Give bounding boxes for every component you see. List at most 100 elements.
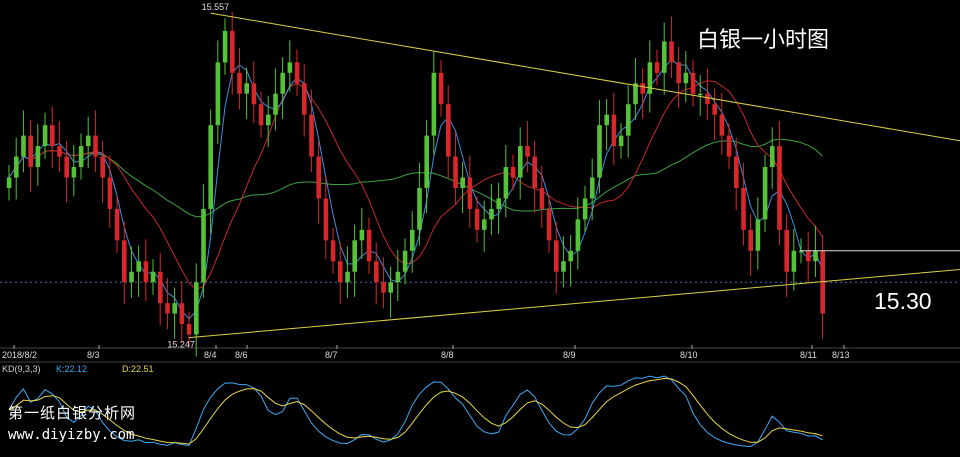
- candle-body: [474, 208, 480, 230]
- candle-body: [21, 135, 26, 157]
- candle-body: [554, 240, 559, 272]
- candle-body: [482, 219, 487, 230]
- candle-body: [734, 156, 739, 188]
- candle-body: [748, 229, 753, 251]
- candle-body: [100, 156, 105, 178]
- candle-body: [374, 261, 379, 283]
- candle-body: [582, 198, 588, 220]
- candle-body: [294, 62, 300, 84]
- candle-body: [590, 177, 595, 199]
- candle-body: [381, 282, 386, 293]
- x-tick-label: 8/6: [235, 350, 248, 360]
- candle-body: [172, 303, 177, 314]
- candle-body: [359, 229, 365, 241]
- candle-body: [194, 282, 199, 335]
- x-tick-label: 2018/8/2: [2, 350, 37, 360]
- candle-body: [179, 303, 185, 325]
- candle-body: [122, 240, 127, 283]
- high-annotation: 15.557: [202, 2, 230, 12]
- watermark-name: 第一纸白银分析网: [8, 404, 137, 422]
- candle-body: [309, 114, 314, 157]
- candle-body: [489, 208, 494, 220]
- candle-body: [230, 30, 235, 73]
- candle-body: [690, 72, 696, 94]
- candle-body: [604, 114, 609, 126]
- candle-body: [798, 250, 804, 253]
- candle-body: [546, 208, 552, 241]
- candles: [6, 12, 825, 357]
- candle-body: [561, 261, 566, 272]
- candle-body: [539, 187, 545, 209]
- x-tick-label: 8/4: [204, 350, 217, 360]
- candle-body: [64, 156, 69, 178]
- candle-body: [438, 72, 444, 105]
- candle-body: [410, 229, 415, 251]
- candle-body: [640, 83, 645, 94]
- kd-k-line: [8, 375, 823, 448]
- candle-body: [431, 72, 437, 136]
- candle-body: [777, 146, 782, 230]
- x-tick-label: 8/11: [800, 350, 817, 360]
- trendline-lower: [188, 268, 960, 339]
- candle-body: [273, 93, 278, 115]
- x-tick-label: 8/13: [832, 350, 850, 360]
- candle-body: [662, 41, 667, 73]
- candle-body: [417, 187, 422, 230]
- candle-body: [388, 282, 393, 293]
- x-tick-label: 8/7: [325, 350, 338, 360]
- candle-body: [568, 250, 573, 262]
- trendline-upper: [210, 12, 960, 142]
- candle-body: [626, 104, 631, 136]
- kd-d-label: D:22.51: [122, 364, 154, 374]
- x-tick-label: 8/10: [680, 350, 698, 360]
- candle-body: [143, 261, 149, 283]
- candle-body: [424, 135, 429, 188]
- candle-body: [820, 250, 825, 314]
- candle-body: [323, 198, 329, 241]
- candle-body: [366, 229, 372, 262]
- kd-k-label: K:22.12: [56, 364, 88, 374]
- kd-indicator-lines: [8, 375, 823, 448]
- candle-body: [352, 240, 357, 272]
- kd-name-label: KD(9,3,3): [2, 364, 41, 374]
- candle-body: [755, 219, 761, 251]
- candle-body: [287, 62, 293, 73]
- candle-body: [280, 72, 285, 94]
- candle-body: [784, 229, 789, 272]
- candle-body: [302, 83, 307, 115]
- x-tick-label: 8/8: [441, 350, 454, 360]
- candle-body: [460, 177, 465, 188]
- x-axis: 2018/8/2 8/3 8/4 8/6 8/7 8/8 8/9 8/10 8/11 8/13: [2, 345, 850, 360]
- candle-body: [150, 271, 156, 283]
- watermark-url: www.diyizby.com: [8, 427, 135, 443]
- candle-body: [107, 177, 113, 209]
- candle-body: [93, 135, 98, 157]
- candle-body: [726, 135, 732, 157]
- candle-body: [496, 198, 501, 209]
- candle-body: [78, 146, 84, 168]
- candle-body: [114, 208, 120, 241]
- candle-body: [186, 324, 192, 335]
- chart-title: 白银一小时图: [697, 28, 830, 53]
- candle-body: [258, 104, 264, 126]
- candle-body: [510, 167, 516, 178]
- candle-body: [791, 250, 797, 272]
- candle-body: [28, 135, 33, 168]
- candle-body: [647, 62, 653, 94]
- x-tick-label: 8/9: [563, 350, 576, 360]
- candle-body: [266, 114, 271, 126]
- candle-body: [503, 167, 509, 199]
- candle-body: [338, 261, 343, 283]
- candle-body: [50, 125, 55, 147]
- candle-body: [741, 187, 746, 230]
- candle-body: [237, 72, 242, 94]
- candle-body: [518, 146, 523, 178]
- candle-body: [453, 156, 458, 188]
- candle-body: [395, 271, 401, 283]
- candle-body: [201, 208, 206, 283]
- candle-body: [611, 114, 617, 147]
- candle-body: [762, 167, 768, 220]
- candle-body: [251, 83, 257, 105]
- candle-body: [208, 125, 213, 209]
- candle-body: [165, 303, 170, 314]
